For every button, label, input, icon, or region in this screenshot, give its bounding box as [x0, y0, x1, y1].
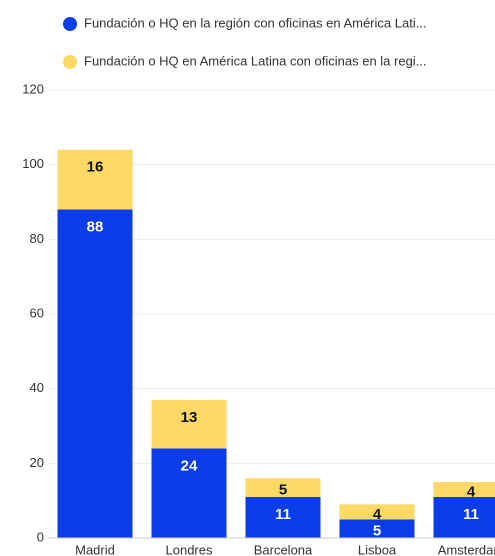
- y-tick-label: 100: [22, 156, 44, 171]
- bar-segment: [57, 149, 133, 210]
- legend-swatch: [63, 55, 77, 69]
- y-tick-label: 120: [22, 81, 44, 96]
- x-tick-label: Lisboa: [358, 542, 397, 556]
- bar-segment: [433, 482, 495, 497]
- data-label: 13: [181, 409, 198, 426]
- y-tick-label: 40: [30, 380, 44, 395]
- x-tick-label: Amsterdam: [438, 542, 495, 556]
- x-tick-label: Londres: [166, 542, 213, 556]
- bar-segment: [339, 519, 415, 538]
- bar-segment: [433, 496, 495, 538]
- bar-segment: [151, 448, 227, 538]
- y-tick-label: 0: [37, 529, 44, 544]
- x-tick-label: Barcelona: [254, 542, 313, 556]
- data-label: 4: [467, 483, 476, 500]
- data-label: 88: [87, 218, 104, 235]
- bar-segment: [245, 496, 321, 538]
- data-label: 11: [275, 506, 291, 523]
- y-tick-label: 20: [30, 455, 44, 470]
- data-label: 5: [373, 523, 381, 540]
- data-label: 5: [279, 482, 287, 499]
- y-tick-label: 60: [30, 305, 44, 320]
- bar-segment: [151, 399, 227, 449]
- legend-swatch: [63, 17, 77, 31]
- bar-segment: [245, 478, 321, 497]
- data-label: 11: [463, 506, 479, 523]
- bar-segment: [57, 209, 133, 538]
- legend-label: Fundación o HQ en la región con oficinas…: [84, 15, 427, 30]
- x-tick-label: Madrid: [75, 542, 115, 556]
- data-label: 24: [181, 457, 198, 474]
- y-tick-label: 80: [30, 231, 44, 246]
- data-label: 16: [87, 159, 104, 176]
- data-label: 4: [373, 506, 382, 523]
- legend-label: Fundación o HQ en América Latina con ofi…: [84, 53, 427, 68]
- bar-segment: [339, 504, 415, 520]
